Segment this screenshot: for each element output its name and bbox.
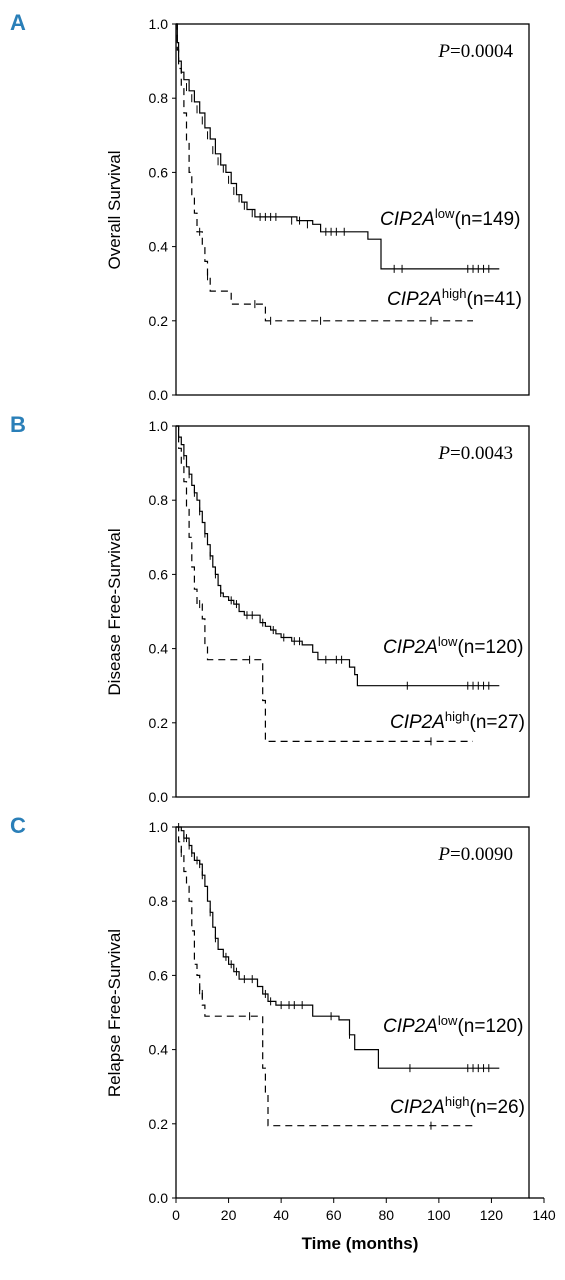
ytick-label: 0.2 bbox=[149, 1116, 169, 1132]
ytick-label: 0.4 bbox=[149, 239, 169, 255]
x-axis-label: Time (months) bbox=[302, 1234, 419, 1253]
p-value-c: P=0.0090 bbox=[437, 844, 513, 865]
ytick-label: 0.8 bbox=[149, 893, 169, 909]
ytick-label: 0.6 bbox=[149, 164, 169, 180]
curve-b-high bbox=[176, 425, 473, 742]
ytick-label: 0.2 bbox=[149, 715, 169, 731]
ytick-label: 0.4 bbox=[149, 1042, 169, 1058]
plot-frame-a bbox=[175, 23, 530, 396]
series-label-b-low: CIP2Alow(n=120) bbox=[383, 634, 523, 658]
y-axis-label-c: Relapse Free-Survival bbox=[105, 929, 124, 1097]
xtick-label: 140 bbox=[532, 1207, 556, 1223]
panel-letter-b: B bbox=[10, 412, 26, 437]
plot-frame-c bbox=[175, 826, 530, 1199]
xtick-label: 0 bbox=[172, 1207, 180, 1223]
plot-frame-b bbox=[175, 425, 530, 798]
ytick-label: 0.8 bbox=[149, 90, 169, 106]
curve-a-low bbox=[176, 23, 500, 270]
curve-a-high bbox=[176, 23, 473, 322]
ytick-label: 0.0 bbox=[149, 1190, 169, 1206]
series-label-a-high: CIP2Ahigh(n=41) bbox=[387, 286, 522, 310]
series-label-a-low: CIP2Alow(n=149) bbox=[380, 206, 520, 230]
p-value-a: P=0.0004 bbox=[437, 41, 513, 62]
ytick-label: 1.0 bbox=[149, 418, 169, 434]
curve-c-high bbox=[176, 826, 473, 1127]
panel-c: C 0.0 0.2 0.4 0.6 0.8 1.0 Relapse Free-Survival… bbox=[10, 813, 556, 1253]
ytick-label: 0.4 bbox=[149, 641, 169, 657]
series-label-b-high: CIP2Ahigh(n=27) bbox=[390, 709, 525, 733]
panel-a: A 0.0 0.2 0.4 0.6 0.8 1.0 Overall Survival P=0.0… bbox=[10, 10, 530, 403]
ytick-label: 1.0 bbox=[149, 819, 169, 835]
xtick-label: 40 bbox=[273, 1207, 289, 1223]
ytick-label: 0.2 bbox=[149, 313, 169, 329]
curve-b-low bbox=[176, 425, 500, 687]
ytick-label: 0.6 bbox=[149, 967, 169, 983]
ytick-label: 0.0 bbox=[149, 387, 169, 403]
ytick-label: 0.8 bbox=[149, 492, 169, 508]
xtick-label: 100 bbox=[427, 1207, 451, 1223]
ytick-label: 1.0 bbox=[149, 16, 169, 32]
y-axis-label-a: Overall Survival bbox=[105, 150, 124, 269]
y-axis-label-b: Disease Free-Survival bbox=[105, 528, 124, 695]
xtick-label: 20 bbox=[221, 1207, 237, 1223]
p-value-b: P=0.0043 bbox=[437, 443, 513, 464]
series-label-c-low: CIP2Alow(n=120) bbox=[383, 1013, 523, 1037]
panel-letter-c: C bbox=[10, 813, 26, 838]
xtick-label: 120 bbox=[480, 1207, 504, 1223]
ytick-label: 0.6 bbox=[149, 566, 169, 582]
xtick-label: 80 bbox=[378, 1207, 394, 1223]
panel-letter-a: A bbox=[10, 10, 26, 35]
panel-b: B 0.0 0.2 0.4 0.6 0.8 1.0 Disease Free-Survival… bbox=[10, 412, 530, 805]
ytick-label: 0.0 bbox=[149, 789, 169, 805]
series-label-c-high: CIP2Ahigh(n=26) bbox=[390, 1094, 525, 1118]
xtick-label: 60 bbox=[326, 1207, 342, 1223]
